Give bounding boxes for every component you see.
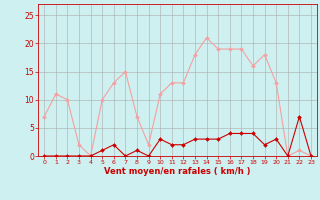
X-axis label: Vent moyen/en rafales ( km/h ): Vent moyen/en rafales ( km/h ) [104, 167, 251, 176]
